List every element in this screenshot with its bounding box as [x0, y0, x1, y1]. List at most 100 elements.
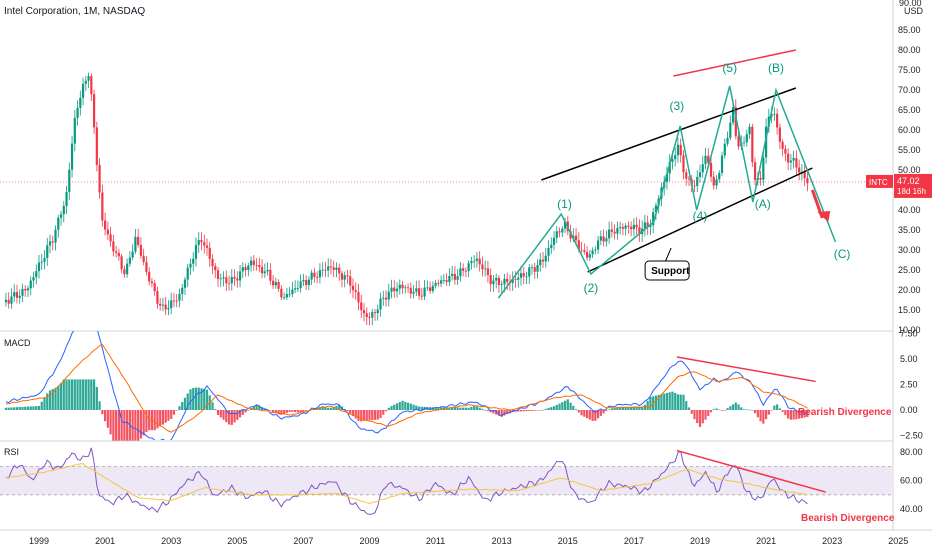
candle-body: [120, 256, 123, 270]
macd-tick-label: 2.50: [900, 380, 918, 390]
candle-body: [329, 266, 333, 268]
macd-bar: [390, 406, 393, 410]
macd-bar: [473, 406, 476, 410]
macd-bar: [704, 410, 707, 420]
candle-body: [26, 288, 30, 291]
candle-body: [40, 261, 43, 263]
candle-body: [776, 113, 779, 128]
candle-body: [720, 155, 724, 173]
candle-body: [29, 280, 32, 289]
macd-bar: [660, 394, 663, 410]
macd-bar: [324, 406, 327, 410]
y-tick-label: 30.00: [898, 245, 921, 255]
candle-body: [310, 272, 313, 280]
candle-body: [115, 251, 118, 253]
candle-body: [762, 157, 765, 180]
macd-bar: [621, 406, 624, 410]
macd-bar: [145, 410, 148, 433]
candle-body: [404, 287, 407, 289]
candle-body: [442, 280, 445, 281]
macd-bar: [153, 410, 156, 431]
y-tick-label: 70.00: [898, 85, 921, 95]
candle-body: [630, 226, 633, 230]
macd-bar: [288, 410, 291, 412]
macd-bar: [357, 410, 360, 421]
candle-body: [175, 300, 178, 302]
macd-bar: [731, 404, 735, 410]
macd-bar: [349, 410, 352, 414]
macd-bar: [409, 403, 412, 410]
macd-bar: [605, 410, 608, 411]
candle-body: [208, 247, 211, 259]
candle-body: [15, 292, 19, 298]
macd-bar: [762, 410, 765, 424]
macd-bar: [500, 410, 503, 417]
macd-bar: [765, 410, 768, 420]
candle-body: [79, 97, 82, 108]
macd-bar: [219, 410, 222, 418]
macd-bar: [737, 404, 740, 410]
macd-bar: [492, 410, 495, 414]
candle-body: [701, 164, 704, 173]
candle-body: [137, 236, 140, 245]
candle-body: [748, 126, 751, 135]
macd-bar: [68, 379, 71, 410]
macd-bar: [255, 405, 258, 410]
macd-bar: [495, 410, 498, 415]
candle-body: [84, 80, 87, 84]
candle-body: [153, 283, 156, 292]
x-tick-label: 2005: [227, 536, 247, 546]
candle-body: [291, 289, 294, 295]
candle-body: [371, 312, 374, 318]
macd-bar: [415, 405, 418, 410]
candle-body: [395, 288, 399, 292]
macd-bar: [630, 406, 633, 410]
candle-body: [464, 270, 467, 272]
candle-body: [126, 263, 129, 275]
macd-bar: [778, 408, 781, 410]
candle-body: [247, 265, 250, 271]
candle-body: [503, 278, 506, 285]
macd-bar: [59, 383, 63, 410]
candle-body: [172, 300, 176, 302]
candle-body: [274, 282, 277, 286]
candle-body: [360, 302, 363, 311]
candle-body: [506, 278, 509, 282]
candle-body: [533, 267, 536, 272]
y-tick-label: 10.00: [898, 325, 921, 335]
candle-body: [101, 192, 104, 221]
candle-body: [426, 287, 429, 289]
candle-body: [541, 259, 545, 262]
macd-bar: [800, 410, 804, 419]
macd-bar: [70, 379, 74, 410]
candle-body: [484, 268, 487, 270]
macd-bar: [726, 408, 729, 410]
y-unit-label: USD: [904, 6, 924, 16]
macd-title: MACD: [4, 338, 31, 348]
candle-body: [459, 268, 462, 277]
candle-body: [318, 270, 322, 278]
macd-bar: [552, 406, 556, 410]
candle-body: [401, 284, 404, 289]
candle-body: [260, 267, 264, 274]
candle-body: [624, 225, 627, 229]
candle-body: [200, 240, 203, 243]
candle-body: [313, 272, 316, 278]
macd-bar: [682, 394, 685, 410]
macd-bar: [428, 407, 432, 410]
candle-body: [668, 161, 671, 174]
candle-body: [263, 271, 266, 274]
macd-bar: [51, 389, 54, 410]
y-tick-label: 15.00: [898, 305, 921, 315]
wave-label: (C): [834, 247, 851, 261]
macd-bar: [729, 406, 732, 410]
macd-bar: [792, 410, 795, 420]
candle-body: [32, 277, 35, 281]
candle-body: [236, 278, 239, 281]
macd-bar: [376, 410, 379, 420]
macd-bar: [709, 410, 713, 413]
macd-bar: [161, 410, 165, 425]
macd-bar: [285, 410, 288, 413]
candle-body: [186, 267, 189, 280]
candle-body: [343, 275, 346, 280]
